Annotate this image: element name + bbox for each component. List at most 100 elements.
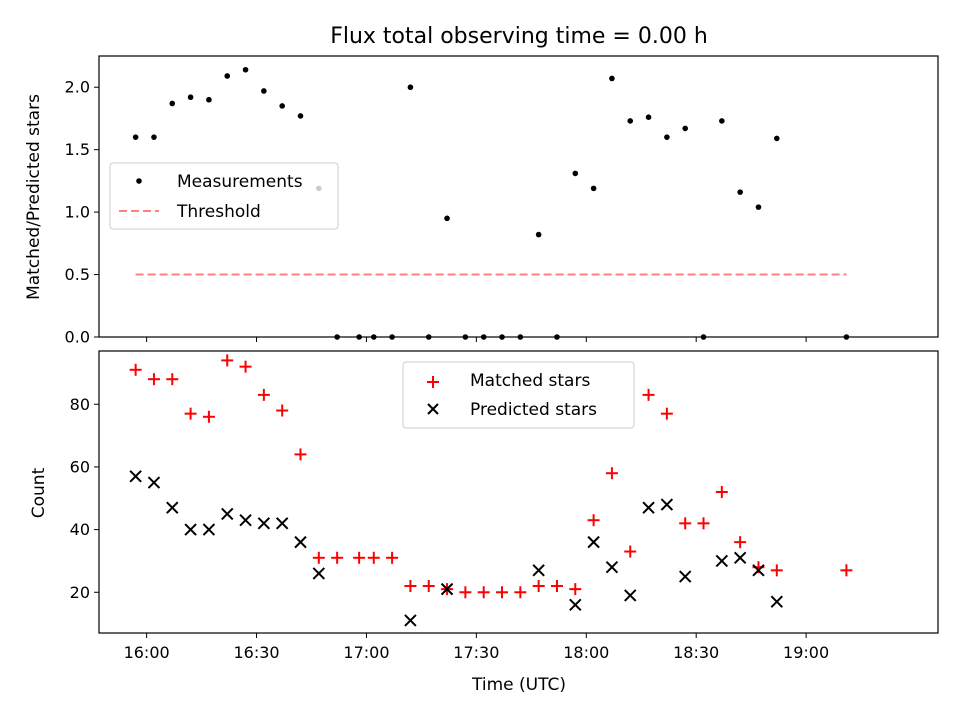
predicted-star-point xyxy=(221,507,234,521)
matched-star-point xyxy=(331,551,344,564)
predicted-star-point xyxy=(239,513,252,527)
bottom-plot-area xyxy=(129,354,853,627)
measurement-point xyxy=(206,96,212,103)
predicted-star-point xyxy=(129,470,142,483)
legend-matched-marker xyxy=(427,376,439,388)
predicted-star-point xyxy=(678,570,692,583)
measurement-point xyxy=(151,134,157,140)
matched-star-point xyxy=(202,410,215,423)
bottom-y-tick-label: 60 xyxy=(70,457,90,476)
x-tick-label: 16:00 xyxy=(124,643,170,662)
matched-star-point xyxy=(715,486,728,498)
measurement-point xyxy=(261,88,267,94)
predicted-star-point xyxy=(202,523,216,536)
measurement-point xyxy=(279,103,285,109)
measurement-point xyxy=(187,94,194,101)
x-tick-label: 18:30 xyxy=(673,643,719,662)
predicted-star-point xyxy=(660,498,674,511)
legend-measurements-label: Measurements xyxy=(177,172,303,192)
x-tick-label: 17:30 xyxy=(453,643,499,662)
top-y-tick-label: 0.0 xyxy=(65,328,90,347)
top-legend: Measurements Threshold xyxy=(109,162,339,230)
top-y-tick-label: 0.5 xyxy=(65,265,90,284)
measurement-point xyxy=(444,215,450,222)
measurement-point xyxy=(719,118,725,124)
measurement-point xyxy=(682,125,689,132)
matched-star-point xyxy=(294,448,307,461)
top-y-ticks: 0.0 0.5 1.0 1.5 2.0 xyxy=(65,78,99,347)
matched-star-point xyxy=(129,363,142,376)
measurement-point xyxy=(535,231,542,238)
predicted-star-point xyxy=(715,554,729,568)
top-panel: Flux total observing time = 0.00 h Match… xyxy=(24,24,939,347)
predicted-star-point xyxy=(312,567,326,580)
legend-threshold-label: Threshold xyxy=(176,202,261,222)
predicted-star-point xyxy=(752,564,765,577)
predicted-star-point xyxy=(166,501,179,514)
bottom-x-ticks: 16:00 16:30 17:00 17:30 18:00 18:30 19:00 xyxy=(124,633,829,662)
measurement-point xyxy=(737,189,743,195)
matched-star-point xyxy=(422,580,435,592)
measurement-point xyxy=(590,185,597,192)
measurement-point xyxy=(755,204,762,210)
matched-star-point xyxy=(386,551,399,564)
predicted-star-point xyxy=(770,595,784,608)
top-y-axis-label: Matched/Predicted stars xyxy=(24,94,44,300)
matched-star-point xyxy=(367,551,380,564)
predicted-star-point xyxy=(184,523,197,536)
predicted-star-point xyxy=(294,535,307,549)
matched-star-point xyxy=(239,360,252,373)
matched-star-point xyxy=(514,586,527,599)
matched-star-point xyxy=(642,388,655,401)
predicted-star-point xyxy=(569,598,582,612)
top-y-tick-label: 1.0 xyxy=(65,203,90,222)
legend-predicted-marker xyxy=(427,403,439,415)
matched-star-point xyxy=(532,580,545,592)
top-legend-box xyxy=(109,162,339,230)
bottom-y-ticks: 20 40 60 80 xyxy=(70,395,99,602)
measurement-point xyxy=(773,135,780,142)
matched-star-point xyxy=(312,551,325,564)
predicted-star-point xyxy=(147,476,161,489)
matched-star-point xyxy=(550,580,563,592)
measurement-point xyxy=(572,170,579,177)
matched-star-point xyxy=(660,407,673,420)
matched-star-point xyxy=(404,580,417,592)
predicted-star-point xyxy=(404,614,417,627)
predicted-star-point xyxy=(642,501,655,514)
predicted-star-point xyxy=(624,589,637,602)
matched-star-point xyxy=(587,514,600,527)
chart-title: Flux total observing time = 0.00 h xyxy=(330,24,708,49)
matched-star-point xyxy=(166,373,179,386)
bottom-legend: Matched stars Predicted stars xyxy=(402,361,635,429)
matched-star-point xyxy=(679,517,692,530)
x-tick-label: 16:30 xyxy=(233,643,279,662)
bottom-y-axis-label: Count xyxy=(29,467,49,518)
measurement-point xyxy=(169,100,176,107)
predicted-star-point xyxy=(532,564,545,577)
matched-star-point xyxy=(257,388,270,401)
matched-star-point xyxy=(697,517,710,530)
measurement-point xyxy=(627,118,634,124)
matched-star-point xyxy=(496,586,509,599)
matched-star-point xyxy=(184,407,197,420)
predicted-star-point xyxy=(440,582,454,596)
measurement-point xyxy=(132,134,139,140)
legend-measurements-marker xyxy=(136,178,142,184)
x-tick-label: 19:00 xyxy=(783,643,829,662)
predicted-star-point xyxy=(275,517,289,530)
matched-star-point xyxy=(276,404,289,417)
bottom-panel: Count Time (UTC) 20 40 60 80 16:00 16:30 17:0… xyxy=(29,350,939,695)
matched-star-point xyxy=(353,551,366,564)
measurement-point xyxy=(609,75,615,82)
matched-star-point xyxy=(624,545,637,558)
bottom-y-tick-label: 80 xyxy=(70,395,90,414)
measurement-point xyxy=(664,134,670,140)
legend-matched-label: Matched stars xyxy=(470,371,590,391)
top-axes-frame xyxy=(98,55,939,338)
bottom-y-tick-label: 20 xyxy=(70,583,90,602)
matched-star-point xyxy=(459,586,472,599)
predicted-star-point xyxy=(257,517,271,530)
